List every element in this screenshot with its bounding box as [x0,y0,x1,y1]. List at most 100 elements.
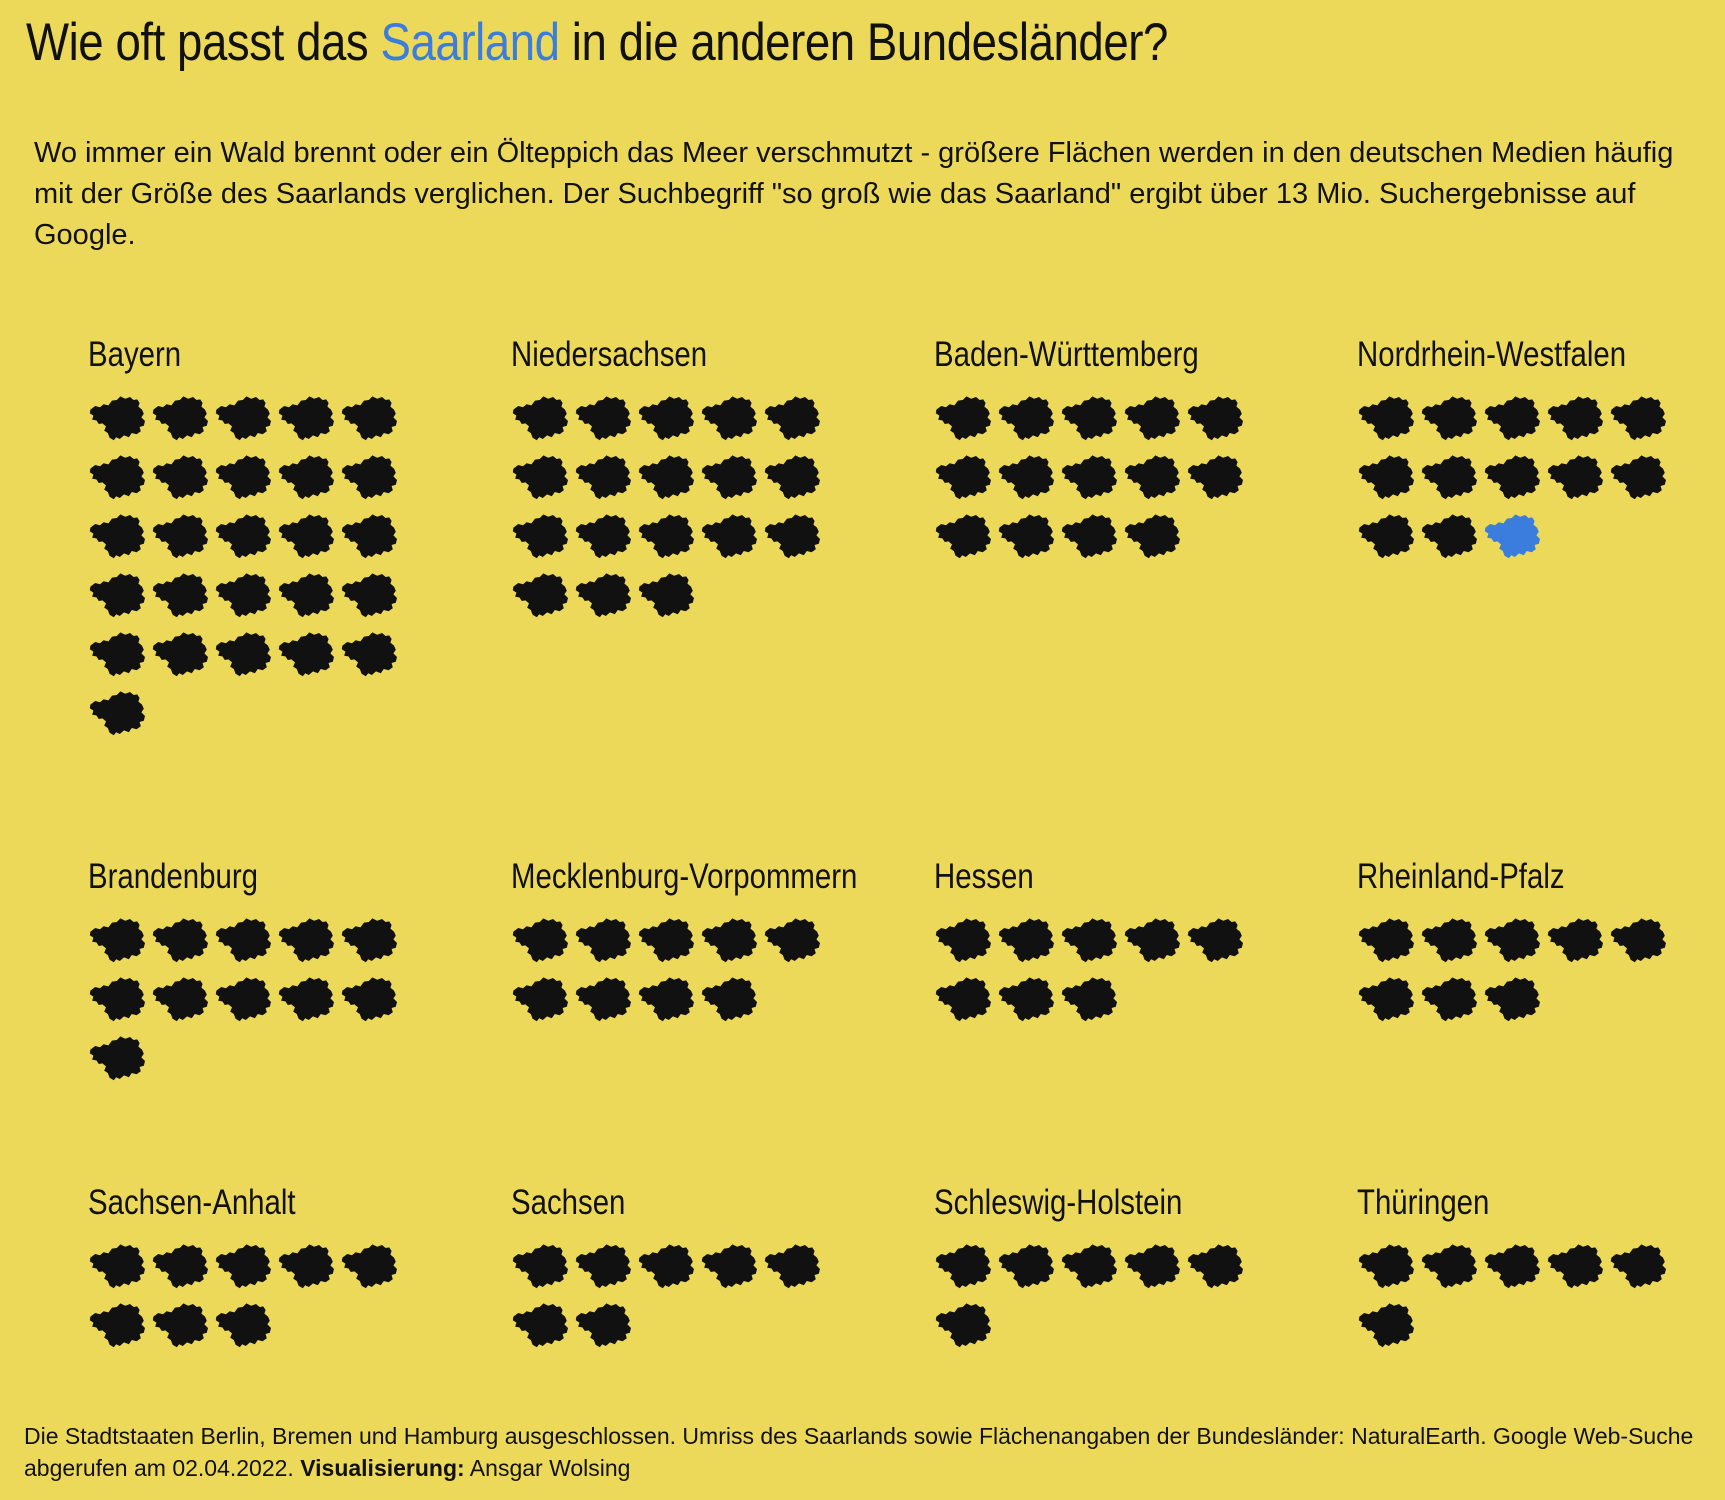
saarland-shape [341,396,397,441]
saarland-shape [278,455,334,500]
saarland-icon [89,1303,145,1348]
saarland-shape [215,632,271,677]
saarland-shape [1547,1244,1603,1289]
saarland-icon [1610,918,1666,963]
saarland-shape [1484,977,1540,1022]
saarland-icon [89,455,145,500]
saarland-shape [701,1244,757,1289]
saarland-shape [1061,396,1117,441]
footer-source: Die Stadtstaaten Berlin, Bremen und Hamb… [24,1423,1694,1481]
saarland-shape [1421,514,1477,559]
saarland-shape [278,573,334,618]
saarland-icon [1061,1244,1117,1289]
saarland-icon [1061,514,1117,559]
saarland-icon [935,1244,991,1289]
saarland-shape [638,918,694,963]
saarland-icon [1421,514,1477,559]
saarland-icon [575,1244,631,1289]
saarland-shape [89,691,145,736]
saarland-icon [215,918,271,963]
saarland-shape [1358,1303,1414,1348]
saarland-shape [701,396,757,441]
state-label: Nordrhein-Westfalen [1357,335,1627,374]
saarland-icon [1061,977,1117,1022]
saarland-icon [152,573,208,618]
saarland-icon-highlighted [1484,514,1540,559]
saarland-shape [512,1244,568,1289]
saarland-shape [1358,455,1414,500]
saarland-shape [764,918,820,963]
saarland-shape [1358,1244,1414,1289]
saarland-shape [701,514,757,559]
state-label: Sachsen-Anhalt [88,1183,296,1222]
saarland-icon [764,455,820,500]
saarland-shape [89,514,145,559]
saarland-shape [1421,918,1477,963]
saarland-shape [701,918,757,963]
saarland-icon [575,455,631,500]
saarland-icon [89,573,145,618]
saarland-shape [278,977,334,1022]
saarland-icon [89,632,145,677]
saarland-icon [998,514,1054,559]
saarland-shape [89,918,145,963]
saarland-icon [998,977,1054,1022]
state-label: Brandenburg [88,857,259,896]
saarland-shape [152,918,208,963]
saarland-shape [764,1244,820,1289]
saarland-icon [575,514,631,559]
saarland-shape [512,977,568,1022]
saarland-icon [152,1303,208,1348]
saarland-shape [935,514,991,559]
saarland-shape [1061,514,1117,559]
saarland-shape [701,455,757,500]
saarland-icon [1358,455,1414,500]
saarland-shape [575,1244,631,1289]
saarland-icon [89,977,145,1022]
state-label: Rheinland-Pfalz [1357,857,1565,896]
saarland-icon [512,455,568,500]
saarland-shape [998,514,1054,559]
saarland-shape [998,918,1054,963]
saarland-shape [1421,455,1477,500]
saarland-shape [1547,396,1603,441]
saarland-shape [1610,455,1666,500]
saarland-shape [152,1244,208,1289]
saarland-shape [512,573,568,618]
saarland-icon [1358,977,1414,1022]
saarland-icon [215,455,271,500]
chart-subtitle: Wo immer ein Wald brennt oder ein Öltepp… [34,137,1674,251]
saarland-icon [1061,455,1117,500]
saarland-shape [1547,918,1603,963]
saarland-shape [575,573,631,618]
saarland-icon [278,455,334,500]
state-label: Mecklenburg-Vorpommern [511,857,858,896]
saarland-shape [341,455,397,500]
saarland-icon [1124,396,1180,441]
saarland-icon [215,1303,271,1348]
saarland-icon [701,918,757,963]
saarland-shape [575,455,631,500]
saarland-icon [998,455,1054,500]
saarland-shape [278,1244,334,1289]
saarland-icon [1547,1244,1603,1289]
saarland-shape [512,455,568,500]
saarland-icon [1421,396,1477,441]
saarland-icon [701,977,757,1022]
saarland-shape [1358,514,1414,559]
saarland-icon [89,918,145,963]
saarland-icon [575,396,631,441]
saarland-shape [512,1303,568,1348]
saarland-shape [1610,1244,1666,1289]
saarland-shape [215,573,271,618]
saarland-icon [1421,1244,1477,1289]
saarland-shape [1484,918,1540,963]
saarland-icon [701,396,757,441]
saarland-shape [935,1244,991,1289]
saarland-shape [764,455,820,500]
saarland-shape [278,514,334,559]
saarland-icon [1187,1244,1243,1289]
saarland-shape [638,455,694,500]
saarland-shape [575,514,631,559]
saarland-icon [1421,977,1477,1022]
